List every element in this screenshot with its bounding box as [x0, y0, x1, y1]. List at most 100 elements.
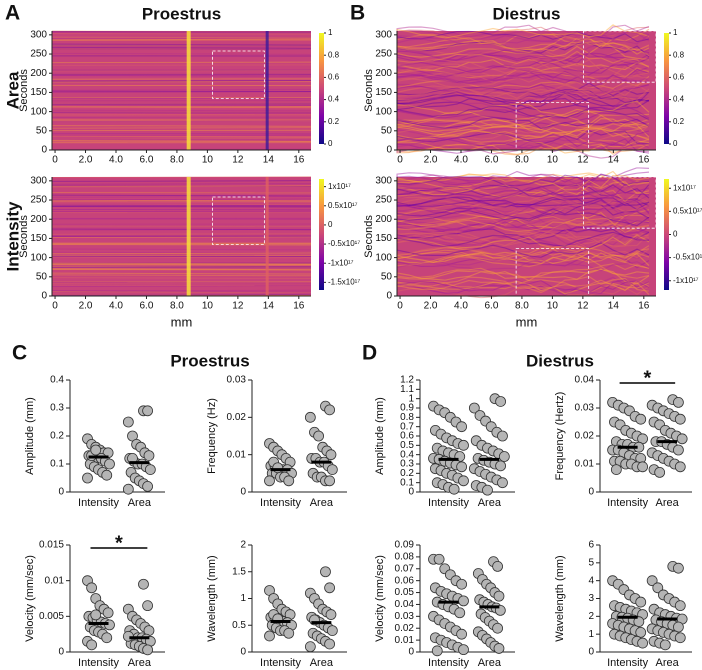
- heatmap-texture: [397, 168, 649, 185]
- heatmap-texture: [397, 184, 649, 197]
- heatmap-texture: [397, 259, 649, 270]
- colorbar-tick-label: -0.5x10¹⁷: [673, 253, 702, 262]
- heatmap-texture: [397, 213, 649, 228]
- heatmap-texture: [397, 133, 649, 145]
- panel-title: Diestrus: [492, 4, 560, 23]
- y-tick-label: 0.6: [400, 431, 414, 442]
- heatmap-texture: [397, 243, 649, 257]
- heatmap-texture: [397, 31, 649, 44]
- heatmap-texture: [397, 198, 649, 209]
- x-tick-label: 6.0: [140, 155, 154, 166]
- heatmap-texture: [397, 282, 649, 294]
- heatmap-texture: [397, 184, 649, 201]
- y-tick-label: 1: [408, 393, 414, 404]
- heatmap-texture: [397, 31, 649, 41]
- heatmap-texture: [397, 79, 649, 94]
- data-point: [674, 413, 686, 425]
- heatmap-texture: [397, 131, 649, 147]
- heatmap-texture: [397, 89, 649, 104]
- data-point: [676, 433, 688, 445]
- x-tick-label: Intensity: [428, 657, 469, 669]
- data-point: [101, 469, 113, 481]
- significance-star: *: [115, 532, 123, 554]
- heatmap-texture: [397, 131, 649, 144]
- colorbar-tick-label: 0.5x10¹⁷: [328, 201, 358, 210]
- x-tick-label: 14: [263, 301, 275, 312]
- x-tick-label: 0: [397, 301, 403, 312]
- y-tick-label: 0.01: [575, 459, 595, 470]
- y-tick-label: 0.2: [50, 431, 64, 442]
- heatmap-texture: [397, 72, 649, 83]
- data-point: [458, 439, 469, 451]
- y-tick-label: 150: [375, 87, 392, 98]
- heatmap-texture: [397, 106, 649, 120]
- y-tick-label: 300: [375, 175, 392, 186]
- x-tick-label: 4.0: [109, 301, 123, 312]
- data-point: [272, 462, 284, 474]
- data-point: [82, 472, 93, 484]
- heatmap-texture: [397, 118, 649, 129]
- data-point: [659, 639, 671, 651]
- x-tick-label: 12: [577, 301, 589, 312]
- heatmap-texture: [397, 172, 649, 186]
- heatmap-texture: [397, 229, 649, 239]
- y-tick-label: 250: [375, 195, 392, 206]
- heatmap-texture: [397, 231, 649, 242]
- x-tick-label: Area: [478, 657, 502, 669]
- data-point: [456, 461, 468, 473]
- data-point: [283, 627, 295, 639]
- x-tick-label: Intensity: [428, 497, 469, 509]
- heatmap-texture: [397, 172, 649, 186]
- colorbar-tick-label: 0.4: [673, 95, 685, 104]
- y-tick-label: 0.03: [395, 611, 415, 622]
- data-point: [304, 411, 316, 423]
- heatmap-texture: [397, 98, 649, 112]
- heatmap-texture: [397, 174, 649, 188]
- heatmap-texture: [397, 193, 649, 206]
- data-point: [458, 644, 469, 656]
- heatmap-texture: [397, 195, 649, 207]
- data-point: [142, 480, 154, 492]
- region-box: [212, 50, 265, 99]
- y-tick-label: 0: [408, 487, 414, 498]
- heatmap-texture: [51, 176, 312, 178]
- colorbar-tick-label: 0.6: [673, 73, 685, 82]
- heatmap-texture: [397, 113, 649, 126]
- heatmap-texture: [397, 129, 649, 140]
- x-tick-label: 8.0: [170, 155, 184, 166]
- heatmap-texture: [397, 246, 649, 257]
- panel-title: Diestrus: [526, 351, 594, 370]
- y-axis-label: Seconds: [18, 69, 30, 112]
- heatmap-texture: [397, 218, 649, 227]
- x-tick-label: 6.0: [140, 301, 154, 312]
- x-tick-label: 8.0: [515, 155, 529, 166]
- colorbar-tick-label: 0: [673, 230, 678, 239]
- y-tick-label: 0: [588, 487, 594, 498]
- heatmap-texture: [397, 101, 649, 116]
- colorbar-tick-label: 1: [673, 28, 678, 37]
- data-point: [458, 475, 469, 487]
- y-tick-label: 2: [588, 611, 594, 622]
- heatmap-texture: [397, 188, 649, 199]
- heatmap-texture: [397, 234, 649, 249]
- heatmap-image: [397, 177, 656, 296]
- data-point: [433, 553, 445, 565]
- heatmap-texture: [397, 255, 649, 269]
- y-tick-label: 250: [375, 49, 392, 60]
- heatmap-texture: [397, 220, 649, 232]
- heatmap-texture: [51, 127, 312, 129]
- y-tick-label: 0.7: [400, 421, 414, 432]
- data-point: [673, 444, 684, 456]
- heatmap-texture: [397, 277, 649, 292]
- y-tick-label: 200: [375, 214, 392, 225]
- y-tick-label: 250: [30, 195, 47, 206]
- heatmap-texture: [397, 25, 649, 38]
- data-point: [142, 405, 154, 417]
- y-tick-label: 0.01: [227, 449, 247, 460]
- heatmap-texture: [397, 45, 649, 59]
- heatmap-texture: [397, 202, 649, 217]
- heatmap-texture: [397, 116, 649, 130]
- significance-star: *: [643, 367, 651, 389]
- heatmap-texture: [397, 209, 649, 220]
- heatmap-texture: [397, 269, 649, 280]
